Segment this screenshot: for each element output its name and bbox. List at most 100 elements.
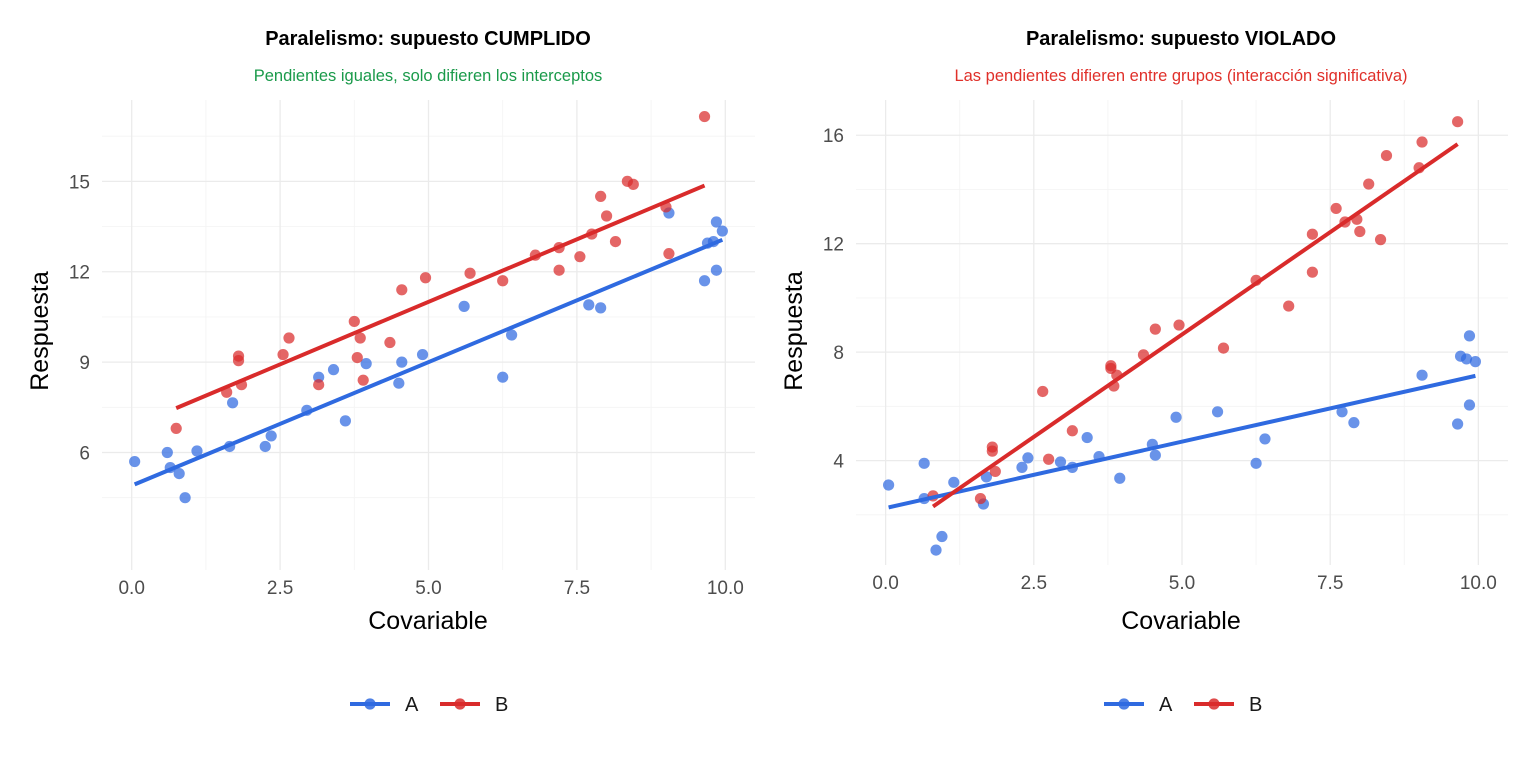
- data-point-a: [595, 302, 607, 314]
- data-point-b: [1363, 178, 1375, 190]
- x-tick-label: 10.0: [1460, 573, 1497, 594]
- data-point-b: [595, 190, 607, 203]
- data-point-a: [458, 300, 470, 312]
- legend-label: A: [405, 694, 419, 716]
- fit-lines-layer: [133, 183, 724, 487]
- y-tick-label: 9: [79, 353, 90, 374]
- x-axis-title: Covariable: [1121, 607, 1241, 635]
- data-point-b: [1330, 202, 1342, 215]
- data-point-a: [1469, 356, 1481, 368]
- data-point-b: [663, 248, 675, 260]
- data-point-b: [553, 264, 565, 276]
- data-point-b: [1452, 116, 1464, 128]
- data-point-b: [396, 284, 408, 296]
- fit-line-b: [175, 183, 706, 410]
- fit-line-b: [931, 142, 1459, 509]
- legend-item-a: A: [1104, 694, 1173, 716]
- data-point-a: [1463, 399, 1476, 411]
- data-point-a: [1211, 406, 1224, 418]
- data-point-b: [354, 332, 366, 344]
- data-point-b: [1416, 136, 1428, 148]
- data-point-b: [1306, 228, 1318, 240]
- data-point-a: [1250, 457, 1262, 469]
- x-tick-label: 2.5: [1021, 573, 1047, 594]
- data-point-a: [393, 377, 405, 389]
- data-point-a: [416, 348, 429, 361]
- data-point-b: [277, 348, 289, 361]
- data-point-b: [698, 110, 711, 123]
- data-point-b: [1043, 453, 1055, 465]
- legend-label: B: [495, 694, 508, 716]
- x-tick-label: 0.0: [118, 578, 144, 599]
- data-point-b: [986, 445, 998, 457]
- legend-label: B: [1249, 694, 1262, 716]
- data-point-a: [179, 492, 191, 504]
- data-point-a: [698, 275, 711, 287]
- y-tick-label: 6: [79, 444, 90, 465]
- data-point-a: [1452, 418, 1464, 430]
- data-point-b: [1374, 234, 1387, 246]
- data-point-b: [574, 251, 586, 263]
- data-point-b: [627, 178, 639, 190]
- data-point-b: [1283, 300, 1295, 312]
- data-point-a: [1463, 330, 1476, 342]
- legend-key-point: [454, 698, 466, 710]
- data-point-a: [191, 445, 203, 457]
- legend-key-point: [364, 698, 376, 710]
- data-point-a: [1416, 369, 1428, 381]
- data-point-a: [1348, 417, 1360, 429]
- data-point-a: [930, 544, 942, 556]
- data-point-b: [1354, 225, 1366, 238]
- data-point-b: [1380, 149, 1393, 162]
- chart-subtitle: Las pendientes difieren entre grupos (in…: [954, 67, 1407, 85]
- data-point-a: [583, 299, 595, 311]
- chart-subtitle: Pendientes iguales, solo difieren los in…: [254, 67, 603, 85]
- data-point-a: [360, 358, 372, 370]
- data-point-b: [283, 332, 295, 344]
- data-point-a: [227, 397, 239, 409]
- data-point-a: [1170, 411, 1182, 423]
- x-tick-label: 5.0: [415, 578, 441, 599]
- data-point-a: [259, 440, 271, 453]
- data-point-b: [464, 267, 476, 279]
- data-point-a: [497, 371, 509, 383]
- data-point-b: [351, 351, 363, 364]
- fit-line-a: [888, 373, 1476, 510]
- x-tick-label: 2.5: [267, 578, 293, 599]
- data-point-b: [1217, 342, 1230, 354]
- chart-title: Paralelismo: supuesto VIOLADO: [1026, 28, 1336, 50]
- y-tick-label: 12: [69, 263, 90, 284]
- chart-title: Paralelismo: supuesto CUMPLIDO: [265, 28, 591, 50]
- data-point-a: [948, 476, 960, 488]
- y-axis-title: Respuesta: [780, 271, 808, 391]
- data-point-b: [313, 379, 325, 391]
- data-point-a: [918, 457, 930, 469]
- data-point-a: [339, 415, 351, 427]
- x-tick-label: 7.5: [1317, 573, 1343, 594]
- legend-key-point: [1118, 698, 1130, 710]
- data-point-a: [265, 430, 277, 442]
- data-point-a: [710, 264, 723, 276]
- fit-lines-layer: [888, 142, 1476, 510]
- y-tick-label: 12: [823, 235, 844, 256]
- data-point-a: [1022, 452, 1034, 464]
- data-point-a: [129, 455, 141, 468]
- series-layer: [129, 110, 728, 504]
- x-tick-label: 0.0: [872, 573, 898, 594]
- data-point-a: [883, 479, 895, 491]
- data-point-a: [1259, 433, 1271, 445]
- data-point-a: [506, 329, 518, 341]
- data-point-b: [348, 315, 360, 328]
- grid: [102, 100, 755, 570]
- x-axis-title: Covariable: [368, 607, 488, 635]
- chart-panel-cumplido: Paralelismo: supuesto CUMPLIDO Pendiente…: [26, 28, 755, 716]
- data-point-b: [170, 422, 182, 434]
- data-point-a: [1149, 449, 1161, 461]
- data-point-a: [327, 364, 340, 376]
- data-point-a: [161, 446, 173, 459]
- data-point-b: [989, 465, 1001, 478]
- data-point-a: [716, 225, 728, 237]
- data-point-a: [980, 471, 993, 483]
- x-tick-label: 10.0: [707, 578, 744, 599]
